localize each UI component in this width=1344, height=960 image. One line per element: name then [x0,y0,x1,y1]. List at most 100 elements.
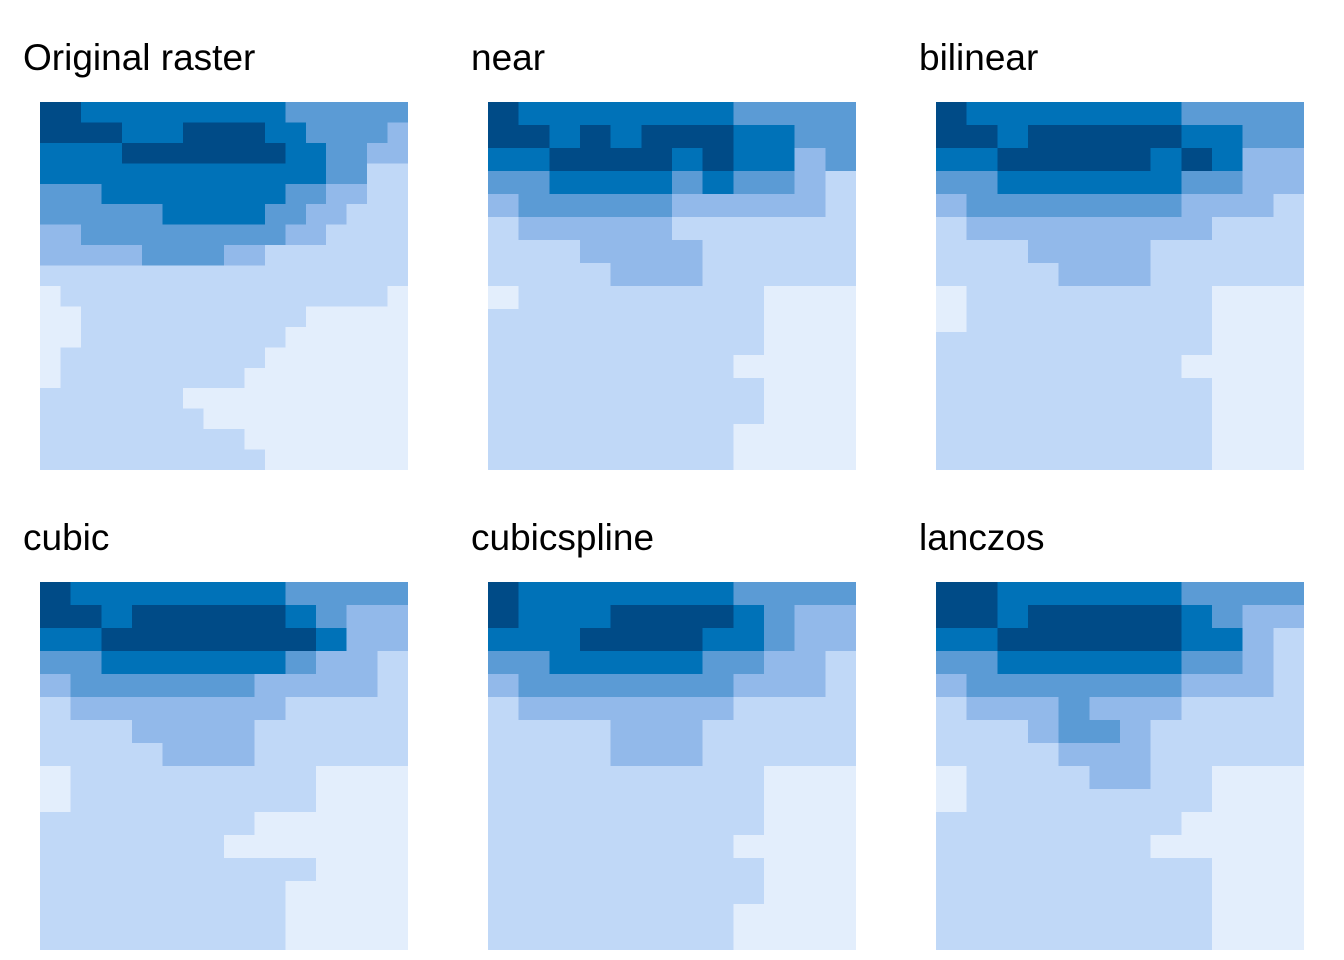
raster-cell [1273,424,1304,448]
raster-cell [794,194,826,218]
raster-cell [244,429,266,451]
raster-cell [285,674,317,698]
raster-cell [305,224,327,246]
raster-cell [610,217,642,241]
raster-cell [936,355,968,379]
raster-cell [641,194,673,218]
raster-cell [488,835,520,859]
panel-title: near [471,37,546,78]
raster-cell [764,424,796,448]
raster-cell [1150,378,1182,402]
raster-cell [101,163,123,185]
raster-cell [60,347,82,369]
raster-cell [224,582,256,606]
raster-cell [518,605,550,629]
raster-cell [1242,651,1274,675]
raster-cell [224,306,246,328]
raster-cell [733,194,765,218]
raster-cell [193,904,225,928]
raster-cell [367,142,389,164]
raster-cell [183,183,205,205]
raster-cell [377,697,408,721]
raster-cell [80,326,102,348]
raster-cell [825,240,856,264]
raster-cell [316,628,348,652]
raster-cell [672,102,704,126]
raster-cell [1028,582,1060,606]
raster-cell [1120,674,1152,698]
raster-cell [610,125,642,149]
raster-cell [1120,263,1152,287]
raster-cell [794,240,826,264]
raster-cell [193,835,225,859]
raster-cell [1150,858,1182,882]
raster-cell [377,582,408,606]
raster-cell [1273,766,1304,790]
raster-cell [825,148,856,172]
raster-cell [1058,194,1090,218]
raster-cell [1242,309,1274,333]
raster-cell [132,628,164,652]
raster-cell [316,582,348,606]
raster-cell [1273,858,1304,882]
raster-cell [224,102,246,124]
raster-cell [1181,240,1213,264]
raster-cell [672,286,704,310]
raster-cell [610,355,642,379]
raster-cell [966,881,998,905]
raster-cell [1242,332,1274,356]
raster-cell [641,240,673,264]
raster-cell [224,142,246,164]
raster-cell [610,424,642,448]
raster-cell [825,171,856,195]
raster-cell [377,812,408,836]
raster-cell [966,217,998,241]
raster-cell [285,812,317,836]
raster-cell [1089,743,1121,767]
raster-cell [936,720,968,744]
raster-cell [285,881,317,905]
raster-cell [285,743,317,767]
raster-cell [142,265,164,287]
raster-cell [193,743,225,767]
raster-cell [1089,582,1121,606]
raster-cell [702,789,734,813]
raster-cell [121,388,143,410]
raster-cell [1273,217,1304,241]
raster-cell [1181,332,1213,356]
raster-cell [641,355,673,379]
raster-cell [966,171,998,195]
raster-cell [825,835,856,859]
raster-cell [1242,194,1274,218]
raster-cell [1242,355,1274,379]
raster-cell [997,217,1029,241]
raster-cell [1181,355,1213,379]
raster-cell [162,605,194,629]
raster-cell [1089,217,1121,241]
raster-cell [1242,789,1274,813]
raster-cell [794,125,826,149]
raster-cell [285,183,307,205]
raster-cell [101,142,123,164]
raster-cell [244,449,266,470]
raster-cell [162,651,194,675]
raster-cell [203,122,225,144]
raster-cell [132,743,164,767]
raster-cell [733,332,765,356]
raster-cell [1058,858,1090,882]
raster-cell [825,447,856,470]
raster-cell [518,812,550,836]
raster-cell [1242,148,1274,172]
raster-cell [1242,835,1274,859]
raster-cell [1058,582,1090,606]
raster-cell [936,812,968,836]
raster-cell [1181,582,1213,606]
raster-cell [40,674,72,698]
raster-cell [60,306,82,328]
raster-cell [997,858,1029,882]
raster-cell [1028,881,1060,905]
raster-cell [224,858,256,882]
raster-cell [1120,743,1152,767]
raster-cell [794,835,826,859]
raster-cell [1212,674,1244,698]
